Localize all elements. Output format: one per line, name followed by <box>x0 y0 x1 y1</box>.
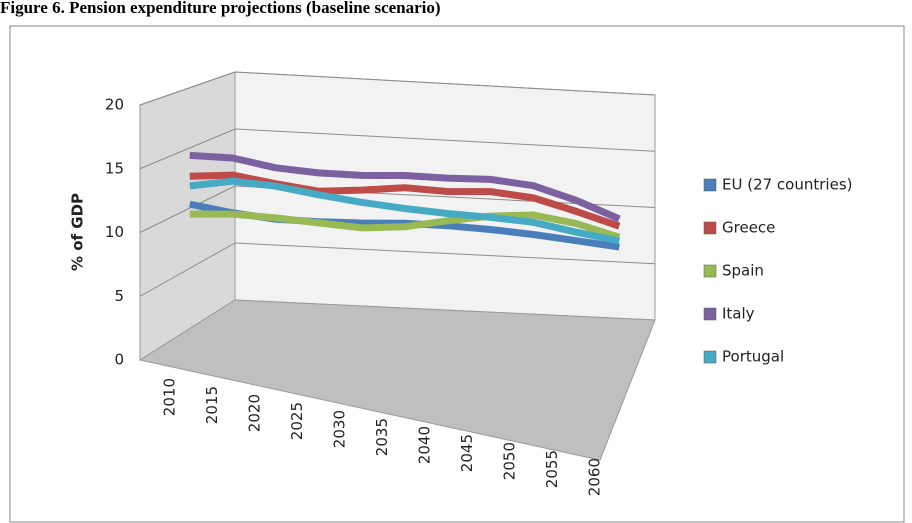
legend-swatch <box>703 178 717 192</box>
grid-line <box>234 71 656 96</box>
x-tick-label: 2015 <box>203 386 221 424</box>
x-tick-label: 2060 <box>586 458 604 496</box>
grid-line <box>139 242 236 297</box>
y-tick-label: 20 <box>105 96 124 114</box>
legend-swatch <box>703 264 717 278</box>
x-tick-label: 2035 <box>373 418 391 456</box>
floor <box>138 299 656 461</box>
grid-line <box>139 128 236 170</box>
legend-swatch <box>703 221 717 235</box>
legend-label: Italy <box>722 305 755 323</box>
series-line <box>189 171 621 230</box>
grid-line <box>139 71 236 106</box>
grid-line <box>234 128 656 152</box>
y-tick-label: 0 <box>114 351 124 369</box>
x-tick-label: 2020 <box>246 394 264 432</box>
y-tick-label: 15 <box>105 159 124 177</box>
x-tick-label: 2050 <box>501 442 519 480</box>
legend-swatch <box>703 350 717 364</box>
series-line <box>189 177 620 245</box>
legend-label: Spain <box>722 262 764 280</box>
x-tick-label: 2040 <box>416 426 434 464</box>
series-line <box>189 210 621 241</box>
back-wall <box>234 71 656 321</box>
legend-swatch <box>703 307 717 321</box>
x-tick-label: 2030 <box>331 410 349 448</box>
legend-label: Greece <box>722 219 775 237</box>
x-tick-label: 2045 <box>458 434 476 472</box>
grid-line <box>234 242 656 265</box>
y-tick-label: 10 <box>105 223 124 241</box>
grid-line <box>139 185 236 233</box>
chart-title: Figure 6. Pension expenditure projection… <box>0 0 441 17</box>
x-tick-label: 2010 <box>161 378 179 416</box>
y-axis-label: % of GDP <box>69 193 87 271</box>
series-line <box>189 151 621 223</box>
legend-label: Portugal <box>722 348 784 366</box>
x-tick-label: 2055 <box>543 450 561 488</box>
y-tick-label: 5 <box>114 287 124 305</box>
x-tick-label: 2025 <box>288 402 306 440</box>
legend-label: EU (27 countries) <box>722 176 852 194</box>
